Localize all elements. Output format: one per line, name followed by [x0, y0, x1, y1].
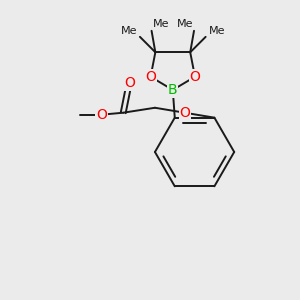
Text: O: O: [145, 70, 156, 84]
Text: B: B: [168, 83, 178, 97]
Text: O: O: [96, 108, 107, 122]
Text: Me: Me: [208, 26, 225, 36]
Text: O: O: [179, 106, 190, 120]
Text: Me: Me: [121, 26, 137, 36]
Text: Me: Me: [176, 19, 193, 29]
Text: O: O: [190, 70, 200, 84]
Text: O: O: [124, 76, 135, 90]
Text: Me: Me: [153, 19, 169, 29]
